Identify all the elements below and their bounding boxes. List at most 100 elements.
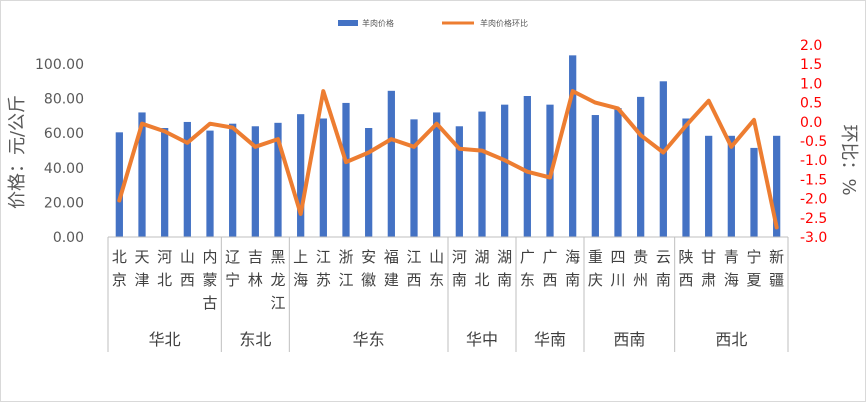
line-point (412, 145, 416, 149)
bar (410, 119, 418, 237)
bar (705, 135, 713, 237)
line-point (140, 122, 144, 126)
line-point (480, 149, 484, 153)
x-tick-label: 湖北 (474, 248, 489, 289)
bar (319, 118, 327, 237)
x-tick-label: 新疆 (769, 248, 784, 289)
x-tick-label: 宁夏 (746, 248, 761, 289)
x-tick-label: 黑龙江 (270, 248, 285, 312)
region-label: 西南 (613, 330, 645, 349)
bar (433, 112, 441, 237)
region-label: 华北 (149, 330, 181, 349)
region-label: 华东 (353, 330, 385, 349)
y-tick-label-right: 0.0 (800, 115, 822, 131)
line-point (616, 106, 620, 110)
bar (727, 135, 735, 237)
legend-swatch-bar (338, 20, 358, 26)
bar (523, 96, 531, 237)
bar (682, 118, 690, 237)
bar (115, 132, 123, 237)
line-point (752, 118, 756, 122)
x-tick-label: 吉林 (248, 248, 263, 289)
line-point (208, 122, 212, 126)
line-point (367, 151, 371, 155)
y-tick-label-right: 1.5 (800, 57, 822, 73)
x-tick-label: 内蒙古 (202, 248, 217, 312)
line-point (684, 124, 688, 128)
line-point (344, 160, 348, 164)
y-tick-label-right: 0.5 (800, 96, 822, 112)
x-tick-label: 上海 (293, 248, 308, 289)
line-point (389, 137, 393, 141)
region-label: 华南 (534, 330, 566, 349)
x-tick-label: 青海 (724, 248, 739, 289)
x-tick-label: 云南 (656, 248, 671, 289)
x-tick-label: 陕西 (678, 248, 693, 289)
x-tick-label: 广西 (542, 248, 557, 289)
bar (274, 122, 282, 237)
line-point (253, 145, 257, 149)
bar (251, 126, 259, 237)
line-point (117, 199, 121, 203)
bar (478, 111, 486, 237)
line-point (525, 170, 529, 174)
y-axis-right: 2.0 1.5 1.0 0.5 0.0 -0.5 -1.0 -1.5 -2.0 -2.5 -3.0 (800, 38, 827, 246)
line-point (276, 137, 280, 141)
y-axis-left: 0.00 20.00 40.00 60.00 80.00 100.00 (35, 57, 84, 246)
bar (637, 96, 645, 238)
region-label: 华中 (466, 330, 498, 349)
bar (206, 130, 214, 237)
bar (773, 135, 781, 237)
line-point (503, 158, 507, 162)
x-tick-label: 广东 (520, 248, 535, 289)
legend: 羊肉价格 羊肉价格环比 (338, 18, 528, 28)
line-point (593, 101, 597, 105)
y-tick-label-right: 2.0 (800, 38, 822, 54)
bar (342, 102, 350, 237)
bar (614, 108, 622, 238)
y-tick-label-right: -0.5 (800, 134, 827, 150)
y-axis-label-right: 环比：% (838, 124, 859, 195)
x-tick-label: 北京 (112, 248, 127, 289)
x-tick-label: 四川 (610, 248, 625, 289)
x-tick-label: 福建 (384, 248, 399, 289)
x-tick-label: 浙江 (338, 248, 353, 289)
x-tick-label: 河南 (452, 248, 467, 289)
series-line (117, 89, 779, 230)
legend-label-line: 羊肉价格环比 (480, 18, 528, 28)
y-tick-label-right: -1.5 (800, 172, 827, 188)
bar (297, 114, 305, 237)
bar (591, 115, 599, 237)
bar (659, 81, 667, 237)
x-tick-label: 甘肃 (701, 248, 716, 289)
x-tick-label: 山东 (429, 248, 444, 289)
line-point (661, 151, 665, 155)
x-tick-label: 安徽 (361, 248, 376, 289)
line-point (163, 129, 167, 133)
y-tick-label-left: 60.00 (44, 126, 84, 142)
x-axis: 北京天津河北山西内蒙古辽宁吉林黑龙江上海江苏浙江安徽福建江西山东河南湖北湖南广东… (107, 236, 789, 352)
bar (365, 128, 373, 237)
line-point (548, 175, 552, 179)
y-tick-label-right: -3.0 (800, 230, 827, 246)
legend-label-bar: 羊肉价格 (362, 18, 394, 28)
region-label: 西北 (715, 330, 747, 349)
bar (569, 55, 577, 237)
line-series (117, 89, 779, 230)
y-tick-label-right: 1.0 (800, 76, 822, 92)
x-tick-label: 湖南 (497, 248, 512, 289)
bar (387, 90, 395, 237)
line-point (435, 122, 439, 126)
y-tick-label-left: 100.00 (35, 57, 84, 73)
y-axis-label-left: 价格：元/公斤 (7, 95, 28, 209)
line-point (571, 89, 575, 93)
bar (138, 112, 146, 237)
bar (455, 126, 463, 237)
y-tick-label-left: 20.00 (44, 195, 84, 211)
x-tick-label: 贵州 (633, 248, 648, 289)
bar (501, 104, 509, 237)
x-tick-label: 海南 (565, 248, 580, 289)
line-point (185, 141, 189, 145)
line-point (231, 126, 235, 130)
